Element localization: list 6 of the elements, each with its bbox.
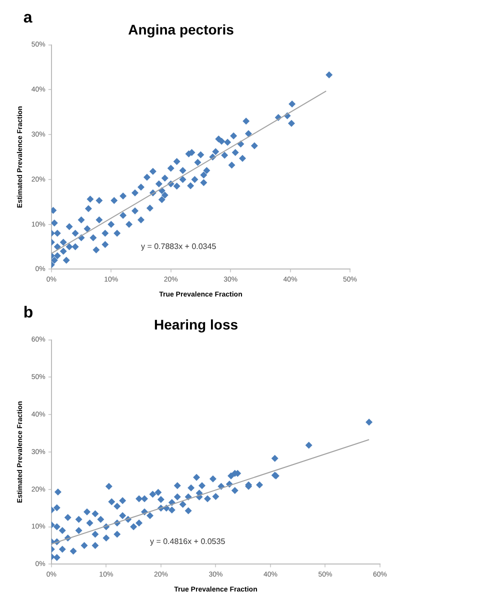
chart-title: Hearing loss: [154, 316, 238, 332]
text: a: [23, 9, 32, 26]
annotation: y = 0.7883x + 0.0345: [140, 242, 217, 251]
chart-title: Angina pectoris: [128, 21, 234, 38]
annotation: y = 0.4816x + 0.0535: [150, 536, 226, 546]
text: b: [23, 304, 34, 322]
